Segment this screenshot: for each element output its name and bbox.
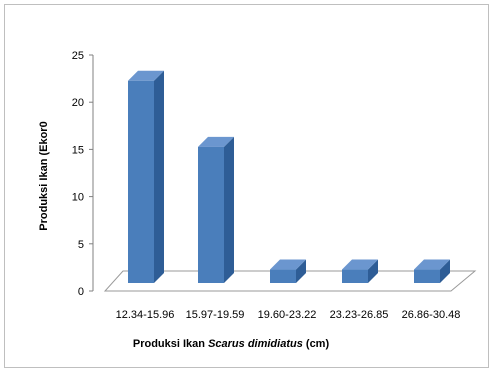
x-axis-label-suffix: (cm) [303, 338, 330, 350]
bar-top [198, 136, 234, 147]
bar [128, 70, 164, 283]
bar-top [342, 259, 378, 270]
bar-front [270, 269, 296, 283]
x-axis-label-prefix: Produksi Ikan [133, 338, 208, 350]
x-tick-label: 15.97-19.59 [186, 309, 245, 321]
bar-side [368, 259, 378, 283]
bar-front [342, 269, 368, 283]
chart-frame: 0 5 10 15 20 25 12.34-15.96 15.97-19.59 19.60-2… [4, 4, 489, 368]
y-axis-label: Produksi Ikan (Ekor0 [38, 121, 50, 230]
bar-front [128, 80, 154, 283]
bar-top [270, 259, 306, 270]
bar [198, 136, 234, 283]
x-tick-label: 23.23-26.85 [330, 309, 389, 321]
bar-side [154, 70, 164, 283]
x-axis-label-species: Scarus dimidiatus [208, 338, 303, 350]
y-tick-label: 5 [78, 239, 84, 251]
bar-chart: 0 5 10 15 20 25 12.34-15.96 15.97-19.59 19.60-2… [38, 50, 477, 350]
bar-front [414, 269, 440, 283]
y-tick-label: 20 [72, 97, 84, 109]
bar-side [224, 136, 234, 283]
bar-front [198, 146, 224, 283]
x-axis-label: Produksi Ikan Scarus dimidiatus (cm) [133, 338, 330, 350]
y-tick-label: 15 [72, 144, 84, 156]
bar-side [440, 259, 450, 283]
bar [270, 259, 306, 283]
bar [414, 259, 450, 283]
y-axis: 0 5 10 15 20 25 [72, 50, 94, 298]
bar [342, 259, 378, 283]
x-tick-label: 26.86-30.48 [402, 309, 461, 321]
y-tick-label: 0 [78, 286, 84, 298]
bar-top [128, 70, 164, 81]
bars [128, 70, 450, 283]
x-tick-label: 12.34-15.96 [116, 309, 175, 321]
x-tick-labels: 12.34-15.96 15.97-19.59 19.60-23.22 23.23-2… [116, 309, 461, 321]
bar-top [414, 259, 450, 270]
y-tick-label: 10 [72, 192, 84, 204]
y-tick-label: 25 [72, 50, 84, 62]
x-tick-label: 19.60-23.22 [258, 309, 317, 321]
bar-side [296, 259, 306, 283]
